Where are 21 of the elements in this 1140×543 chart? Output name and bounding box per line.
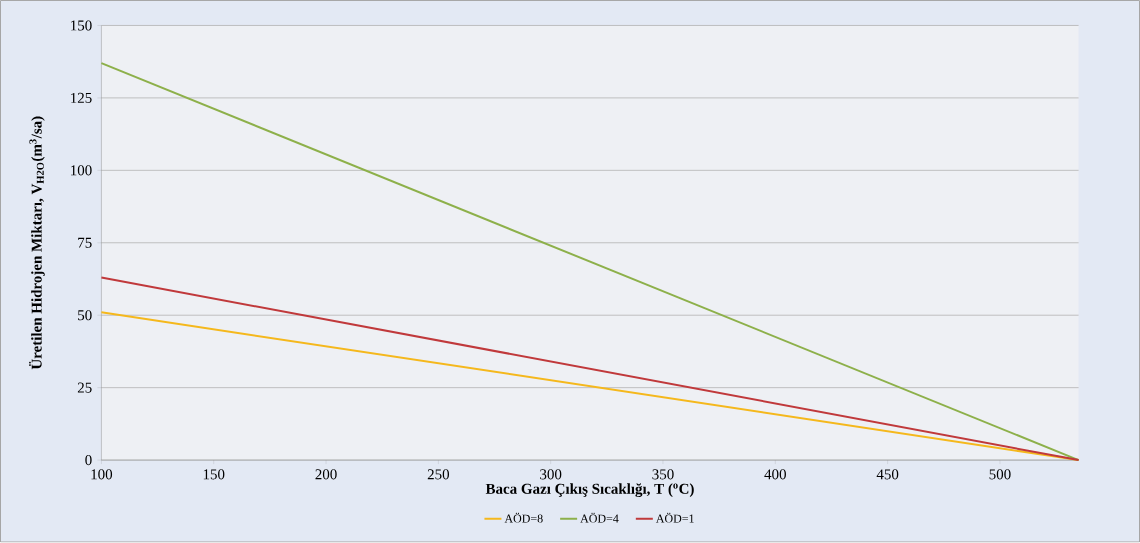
- x-tick-label: 150: [203, 469, 225, 480]
- x-tick-label: 500: [989, 469, 1011, 480]
- x-tick-label: 350: [652, 469, 674, 480]
- legend-label: AÖD=1: [655, 513, 694, 523]
- x-tick-label: 100: [91, 469, 113, 480]
- y-tick-label: 150: [71, 20, 92, 31]
- y-tick-label: 75: [78, 238, 92, 248]
- x-tick-label: 300: [540, 469, 562, 480]
- x-tick-label: 400: [764, 469, 786, 480]
- y-tick-label: 50: [78, 310, 92, 321]
- y-axis-title: Üretilen Hidrojen Miktarı, V$_{H2O}$(m$^{3}$/sa): [29, 116, 45, 370]
- y-tick-label: 0: [85, 455, 92, 466]
- legend-label: AÖD=4: [580, 513, 619, 523]
- x-tick-label: 200: [315, 469, 337, 480]
- x-tick-label: 450: [876, 469, 899, 480]
- y-tick-label: 100: [71, 165, 92, 176]
- y-tick-label: 25: [77, 382, 92, 393]
- x-axis-title: Baca Gazı Çıkış Sıcaklığı, T ($^{o}$C): [485, 483, 694, 498]
- y-tick-label: 125: [71, 93, 92, 104]
- x-tick-label: 250: [427, 469, 450, 480]
- legend-label: AÖD=8: [504, 513, 543, 523]
